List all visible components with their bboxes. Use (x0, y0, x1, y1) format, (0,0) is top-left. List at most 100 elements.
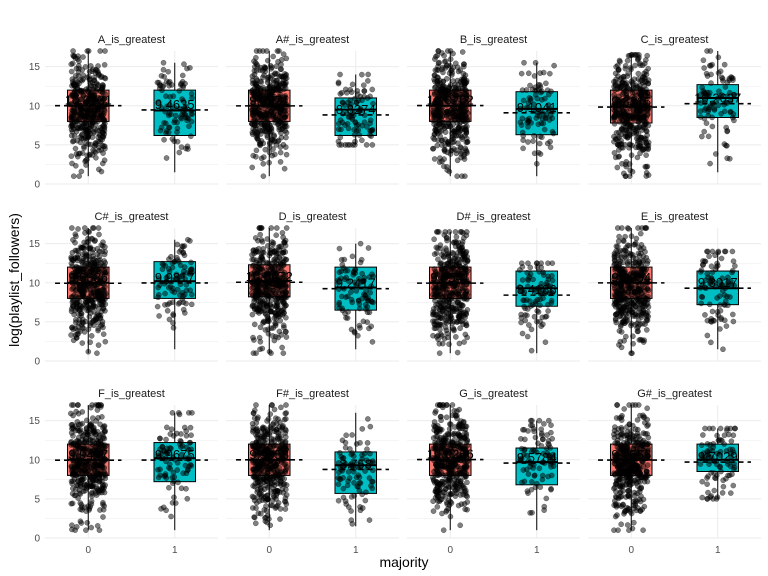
data-point (521, 297, 527, 304)
data-point (73, 90, 79, 96)
data-point (539, 88, 545, 95)
data-point (524, 333, 531, 340)
data-point (78, 168, 85, 175)
data-point (708, 80, 714, 86)
data-point (278, 61, 284, 68)
data-point (82, 106, 89, 113)
data-point (720, 346, 726, 353)
data-point (624, 260, 631, 266)
data-point (257, 324, 264, 331)
data-point (100, 286, 106, 293)
data-point (70, 138, 77, 144)
data-point (712, 252, 718, 259)
x-tick-label: 0 (266, 545, 272, 556)
data-point (166, 284, 172, 291)
data-point (266, 159, 272, 166)
data-point (75, 226, 81, 232)
data-point (634, 154, 641, 161)
data-point (69, 249, 76, 256)
data-point (95, 225, 102, 231)
data-point (440, 249, 447, 255)
data-point (545, 301, 551, 308)
data-point (443, 298, 450, 304)
data-point (644, 313, 650, 319)
data-point (274, 257, 280, 263)
data-point (430, 117, 436, 124)
data-point (269, 333, 276, 339)
data-point (444, 235, 450, 242)
data-point (271, 248, 278, 255)
data-point (282, 128, 288, 134)
data-point (717, 326, 723, 332)
data-point (168, 111, 174, 118)
data-point (535, 309, 542, 315)
data-point (365, 297, 371, 304)
data-point (624, 317, 631, 323)
data-point (616, 147, 622, 153)
data-point (704, 332, 711, 339)
data-point (95, 342, 102, 348)
data-point (430, 291, 436, 298)
data-point (84, 156, 90, 163)
data-point (630, 333, 636, 340)
data-point (446, 229, 453, 235)
data-point (86, 440, 93, 447)
mean-label: 9.4635 (155, 97, 195, 112)
data-point (69, 526, 75, 533)
data-point (706, 301, 713, 308)
data-point (268, 308, 275, 315)
data-point (249, 73, 256, 79)
data-point (621, 296, 627, 302)
data-point (519, 129, 526, 136)
data-point (464, 295, 470, 301)
data-point (632, 321, 638, 328)
data-point (698, 293, 705, 300)
data-point (255, 237, 261, 244)
data-point (179, 243, 185, 249)
data-point (87, 245, 94, 252)
data-point (75, 461, 81, 468)
data-point (342, 86, 349, 93)
data-point (452, 112, 459, 119)
data-point (88, 420, 95, 427)
data-point (99, 464, 106, 471)
data-point (85, 85, 92, 91)
data-point (454, 157, 461, 164)
data-point (618, 83, 625, 89)
data-point (456, 293, 462, 300)
data-point (162, 290, 168, 297)
data-point (88, 524, 95, 531)
data-point (277, 159, 284, 165)
data-point (279, 344, 285, 351)
data-point (273, 232, 280, 239)
data-point (341, 256, 348, 263)
data-point (283, 501, 290, 507)
data-point (182, 310, 188, 316)
data-point (98, 74, 104, 81)
data-point (632, 240, 639, 246)
data-point (74, 97, 81, 104)
data-point (177, 437, 184, 444)
data-point (454, 64, 461, 71)
data-point (270, 53, 276, 60)
data-point (698, 300, 705, 307)
data-point (84, 97, 91, 104)
data-point (166, 82, 172, 89)
data-point (635, 130, 642, 137)
data-point (545, 308, 551, 314)
data-point (96, 253, 103, 260)
data-point (439, 340, 446, 347)
data-point (87, 483, 93, 490)
data-point (365, 245, 372, 251)
data-point (457, 144, 464, 150)
data-point (258, 79, 265, 85)
data-point (623, 163, 630, 170)
data-point (623, 126, 630, 133)
data-point (616, 233, 622, 240)
data-point (613, 248, 619, 254)
data-point (68, 464, 75, 470)
data-point (526, 274, 533, 280)
data-point (77, 421, 84, 428)
data-point (274, 225, 280, 231)
